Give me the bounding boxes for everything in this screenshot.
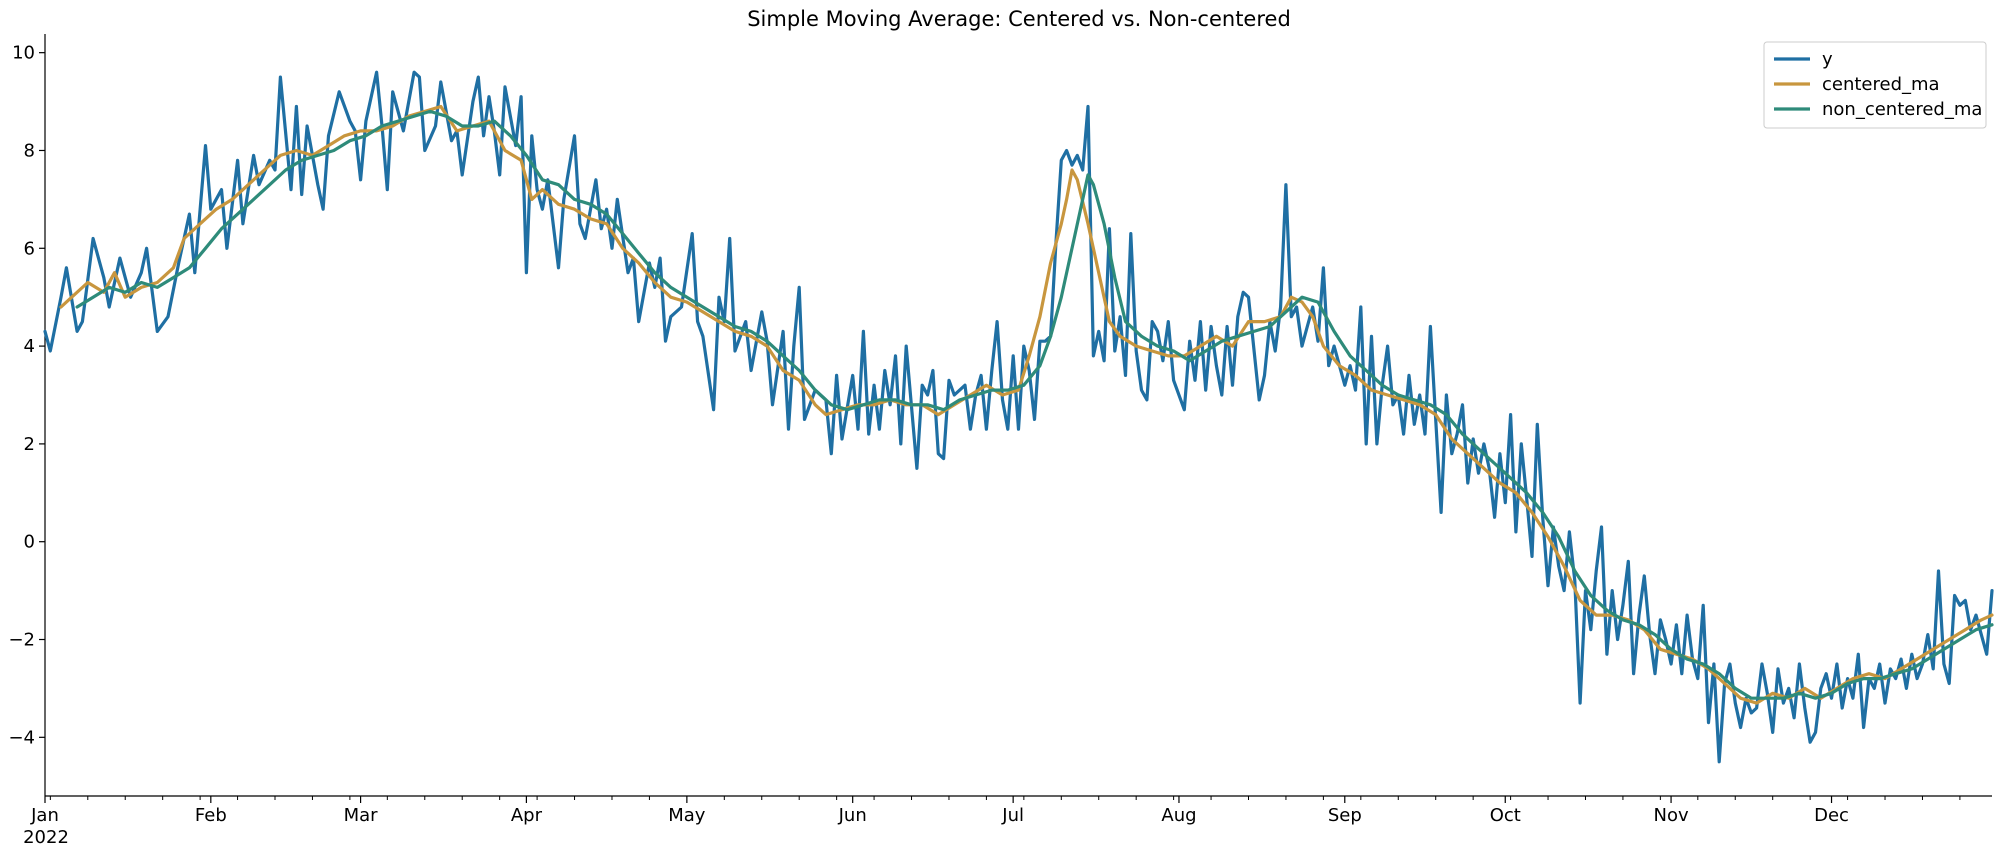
- chart-title: Simple Moving Average: Centered vs. Non-…: [747, 7, 1291, 31]
- x-tick-label: Jun: [838, 805, 867, 826]
- x-tick-label: Feb: [195, 805, 227, 826]
- y-tick-label: 10: [12, 43, 35, 64]
- series-line-centered_ma: [59, 104, 1994, 705]
- y-tick-label: 2: [24, 434, 35, 455]
- legend-label: centered_ma: [1822, 74, 1940, 95]
- x-tick-label: Jul: [1001, 805, 1024, 826]
- x-tick-label: Aug: [1161, 805, 1196, 826]
- x-tick-label: Apr: [511, 805, 543, 826]
- y-tick-label: 8: [24, 140, 35, 161]
- legend-label: non_centered_ma: [1822, 99, 1982, 120]
- legend-label: y: [1822, 49, 1833, 70]
- x-tick-label: Oct: [1490, 805, 1521, 826]
- y-tick-label: 6: [24, 238, 35, 259]
- y-tick-label: −2: [8, 630, 35, 651]
- series-line-non_centered_ma: [75, 109, 1994, 700]
- series-layer: [43, 70, 1994, 764]
- legend: y centered_ma non_centered_ma: [1763, 41, 1987, 129]
- x-tick-label: Jan: [30, 805, 59, 826]
- y-tick-label: 0: [24, 532, 35, 553]
- x-tick-label: May: [668, 805, 706, 826]
- y-tick-label: 4: [24, 336, 35, 357]
- x-tick-label: Nov: [1653, 805, 1688, 826]
- legend-box: [1763, 41, 1987, 129]
- x-tick-label: Dec: [1814, 805, 1849, 826]
- x-tick-sublabel: 2022: [23, 827, 69, 848]
- x-tick-label: Sep: [1328, 805, 1362, 826]
- x-tick-label: Mar: [344, 805, 379, 826]
- series-line-y: [43, 70, 1994, 764]
- y-tick-label: −4: [8, 727, 35, 748]
